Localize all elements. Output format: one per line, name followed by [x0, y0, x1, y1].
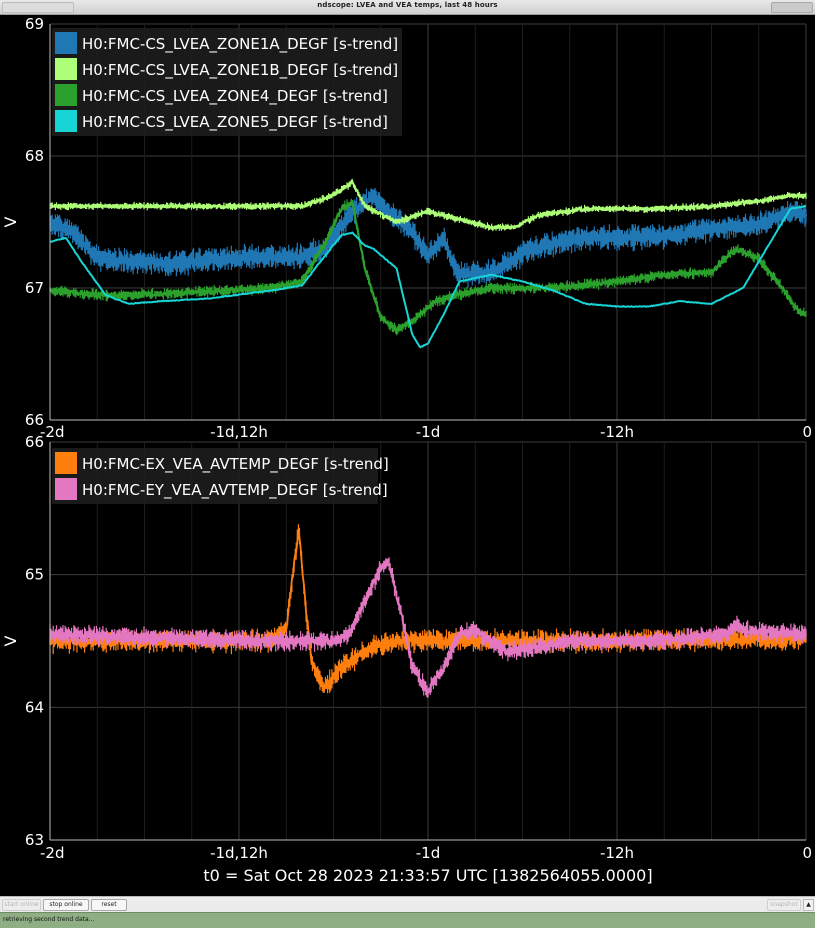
x-tick-label: -1d,12h [210, 423, 268, 441]
plot-2[interactable]: -2d -1d,12h -1d -12h 0 63 64 65 66 Vt0 = Sat Oct … [1, 433, 812, 885]
scroll-up-icon[interactable]: ▲ [803, 899, 814, 911]
y-tick-label: 66 [25, 433, 44, 451]
legend-label: H0:FMC-CS_LVEA_ZONE1B_DEGF [s-trend] [82, 61, 398, 80]
window-title: ndscope: LVEA and VEA temps, last 48 hou… [317, 1, 498, 9]
y-tick-label: 63 [25, 831, 44, 849]
y-axis-label: V [1, 216, 20, 227]
legend-swatch [55, 84, 77, 106]
x-tick-label: -12h [600, 844, 634, 862]
x-tick-label: -1d,12h [210, 844, 268, 862]
series-line [49, 204, 807, 349]
x-tick-label: 0 [802, 844, 812, 862]
legend-swatch [55, 110, 77, 132]
window-menu-button[interactable] [2, 2, 74, 13]
series-line [49, 192, 808, 279]
legend-box [52, 448, 378, 504]
x-tick-label: -2d [40, 423, 64, 441]
x-tick-label: 0 [802, 423, 812, 441]
reset-button[interactable]: reset [91, 899, 127, 911]
series-line [49, 558, 807, 694]
x-tick-label: -2d [40, 844, 64, 862]
y-tick-label: 69 [25, 15, 44, 33]
y-tick-label: 64 [25, 698, 44, 716]
legend-swatch [55, 478, 77, 500]
y-axis-label: V [1, 635, 20, 646]
legend-label: H0:FMC-CS_LVEA_ZONE4_DEGF [s-trend] [82, 87, 388, 106]
stop-online-button[interactable]: stop online [43, 899, 89, 911]
legend-box [52, 28, 402, 136]
start-online-button[interactable]: start online [2, 899, 41, 911]
x-tick-label: -1d [416, 844, 440, 862]
y-tick-label: 65 [25, 566, 44, 584]
y-tick-label: 67 [25, 279, 44, 297]
y-tick-label: 68 [25, 147, 44, 165]
legend-label: H0:FMC-CS_LVEA_ZONE5_DEGF [s-trend] [82, 113, 388, 132]
control-toolbar: start online stop online reset snapshot … [0, 896, 815, 912]
legend-label: H0:FMC-EX_VEA_AVTEMP_DEGF [s-trend] [82, 455, 389, 474]
legend-label: H0:FMC-CS_LVEA_ZONE1A_DEGF [s-trend] [82, 35, 398, 54]
x-axis-label: t0 = Sat Oct 28 2023 21:33:57 UTC [13825… [203, 866, 652, 885]
legend-label: H0:FMC-EY_VEA_AVTEMP_DEGF [s-trend] [82, 481, 388, 500]
series-4 [49, 204, 807, 349]
x-tick-label: -12h [600, 423, 634, 441]
snapshot-button[interactable]: snapshot [767, 899, 801, 911]
window-control-buttons[interactable] [771, 2, 813, 13]
window-titlebar: ndscope: LVEA and VEA temps, last 48 hou… [0, 0, 815, 15]
status-bar: retrieving second trend data... [0, 912, 815, 928]
plots-canvas[interactable]: -2d -1d,12h -1d -12h 0 66 67 68 69 V H0:FMC-CS_LVE… [0, 14, 815, 896]
series-line [49, 200, 807, 332]
legend-swatch [55, 58, 77, 80]
legend-swatch [55, 452, 77, 474]
series-line [49, 180, 807, 230]
legend-swatch [55, 32, 77, 54]
series-2 [49, 557, 807, 698]
y-tick-label: 66 [25, 411, 44, 429]
x-tick-label: -1d [416, 423, 440, 441]
plot-1[interactable]: -2d -1d,12h -1d -12h 0 66 67 68 69 V H0:FMC-CS_LVE… [1, 15, 812, 441]
